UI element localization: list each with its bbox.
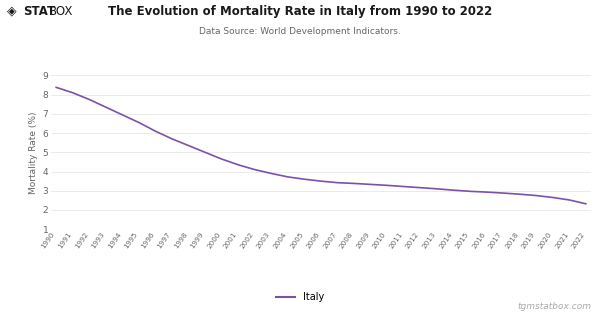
Text: tgmstatbox.com: tgmstatbox.com — [517, 302, 591, 311]
Legend: Italy: Italy — [272, 288, 328, 306]
Text: Data Source: World Development Indicators.: Data Source: World Development Indicator… — [199, 27, 401, 36]
Text: ◈: ◈ — [7, 5, 17, 18]
Text: BOX: BOX — [49, 5, 74, 18]
Y-axis label: Mortality Rate (%): Mortality Rate (%) — [29, 111, 38, 193]
Text: STAT: STAT — [23, 5, 55, 18]
Text: The Evolution of Mortality Rate in Italy from 1990 to 2022: The Evolution of Mortality Rate in Italy… — [108, 5, 492, 18]
